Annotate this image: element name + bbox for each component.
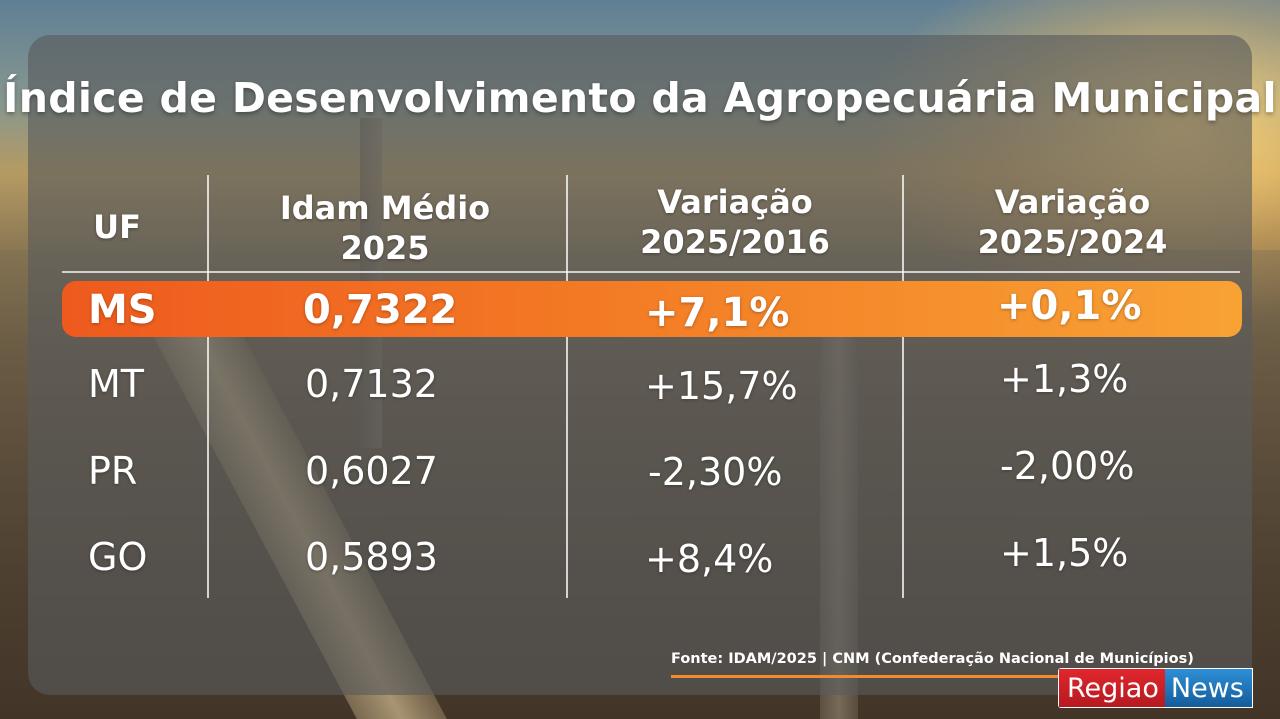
cell-var-2016: -2,30%: [648, 450, 783, 494]
header-idam-line1: Idam Médio: [279, 189, 491, 227]
logo-part-regiao: Regiao: [1058, 668, 1165, 708]
cell-uf: GO: [88, 535, 148, 579]
cell-idam: 0,7322: [303, 287, 458, 333]
cell-idam: 0,5893: [305, 535, 438, 579]
cell-var-2016: +7,1%: [645, 290, 790, 336]
cell-idam: 0,7132: [305, 362, 438, 406]
page-title: Índice de Desenvolvimento da Agropecuári…: [3, 74, 1277, 122]
cell-idam: 0,6027: [305, 449, 438, 493]
cell-var-2024: -2,00%: [1000, 444, 1135, 488]
cell-uf: MT: [88, 362, 144, 406]
column-divider: [207, 175, 209, 598]
cell-var-2016: +8,4%: [645, 537, 774, 581]
header-var-2016-line1: Variação: [657, 183, 813, 221]
highlight-row-bar: [62, 281, 1242, 337]
logo-part-news: News: [1164, 668, 1253, 708]
header-var-2024-line2: 2025/2024: [977, 223, 1168, 261]
header-uf: UF: [62, 207, 172, 247]
column-divider: [566, 175, 568, 598]
header-var-2016: Variação 2025/2016: [590, 182, 880, 262]
cell-var-2024: +1,5%: [1000, 531, 1129, 575]
header-idam: Idam Médio 2025: [230, 188, 540, 268]
cell-var-2016: +15,7%: [645, 364, 798, 408]
cell-var-2024: +0,1%: [997, 283, 1142, 329]
header-divider: [62, 271, 1240, 273]
cell-var-2024: +1,3%: [1000, 357, 1129, 401]
info-panel: [28, 35, 1252, 695]
regiao-news-logo: Regiao News: [1058, 668, 1270, 708]
header-idam-line2: 2025: [340, 229, 430, 267]
header-uf-label: UF: [93, 208, 141, 246]
source-underline: [671, 675, 1226, 678]
cell-uf: MS: [88, 287, 157, 333]
source-caption: Fonte: IDAM/2025 | CNM (Confederação Nac…: [671, 651, 1194, 667]
header-var-2024-line1: Variação: [994, 183, 1151, 221]
header-var-2016-line2: 2025/2016: [640, 223, 830, 261]
cell-uf: PR: [88, 449, 138, 493]
column-divider: [902, 175, 904, 598]
header-var-2024: Variação 2025/2024: [925, 182, 1220, 262]
